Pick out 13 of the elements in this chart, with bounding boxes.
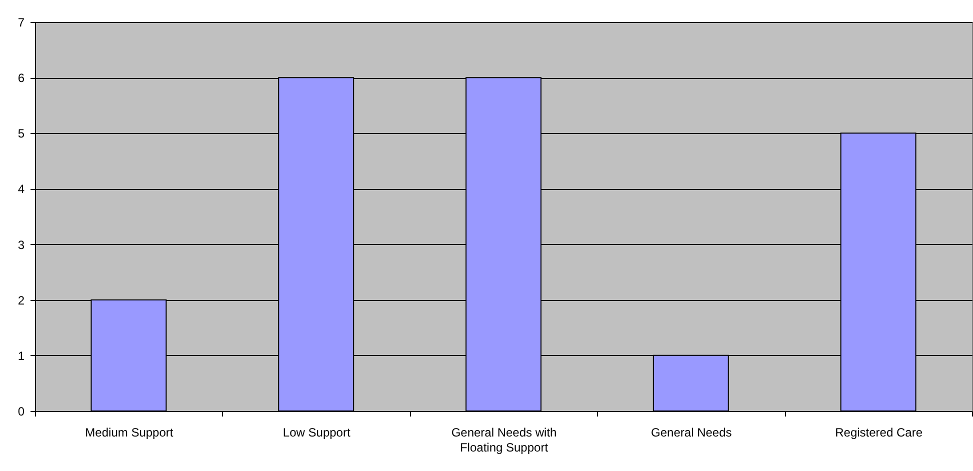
y-tick-label: 5 — [18, 126, 25, 141]
y-tick-label: 4 — [18, 182, 25, 196]
x-tick-label: Low Support — [282, 426, 351, 440]
y-tick-label: 2 — [18, 293, 25, 308]
y-tick-label: 1 — [18, 348, 25, 363]
x-tick-label: General Needs — [651, 426, 732, 440]
x-tick-label: General Needs with Floating Support — [451, 426, 557, 454]
x-tick-label: Medium Support — [85, 426, 174, 440]
y-tick-label: 6 — [18, 71, 25, 86]
y-tick-label: 7 — [18, 16, 25, 30]
x-tick-label: Registered Care — [835, 426, 923, 440]
y-tick-label: 3 — [18, 238, 25, 252]
y-tick-label: 0 — [18, 404, 25, 418]
